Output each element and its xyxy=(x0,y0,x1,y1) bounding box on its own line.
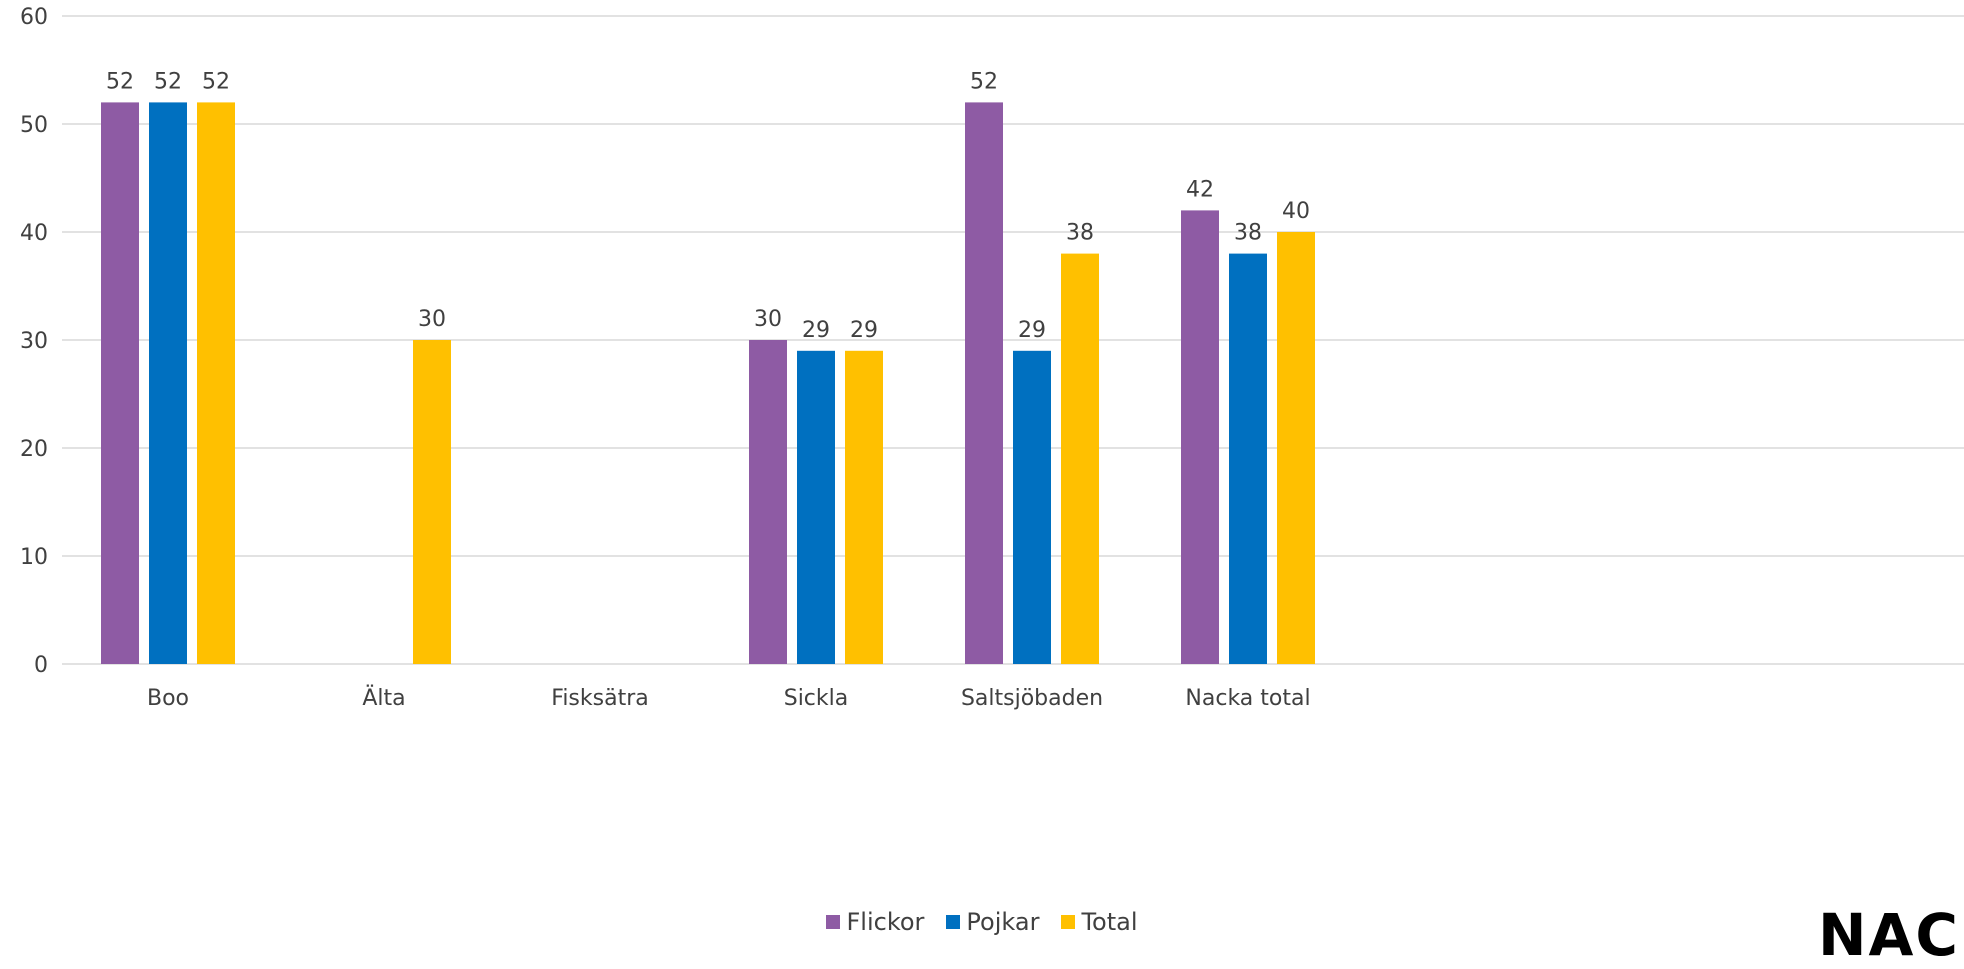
bar-total xyxy=(845,350,883,664)
y-tick-label: 30 xyxy=(20,329,48,354)
x-axis-ticks: Boo Älta Fisksätra Sickla Saltsjöbaden Nacka … xyxy=(147,685,1311,711)
bar-flickor xyxy=(749,340,787,664)
data-label: 38 xyxy=(1234,221,1262,246)
x-tick-label: Sickla xyxy=(784,686,849,711)
bar-total xyxy=(197,102,235,664)
bar-pojkar xyxy=(1229,253,1267,664)
legend-swatch xyxy=(946,915,961,929)
legend-swatch xyxy=(1061,915,1076,929)
nacka-logo: NACKA xyxy=(1818,901,1964,969)
data-label: 29 xyxy=(1018,318,1046,343)
legend-label: Pojkar xyxy=(966,908,1040,936)
y-tick-label: 0 xyxy=(34,653,48,678)
bar-total xyxy=(413,340,451,664)
x-tick-label: Nacka total xyxy=(1185,686,1310,711)
y-tick-label: 50 xyxy=(20,113,48,138)
bar-flickor xyxy=(101,102,139,664)
x-tick-label: Fisksätra xyxy=(551,686,648,711)
data-label: 52 xyxy=(106,69,134,94)
data-label: 52 xyxy=(154,69,182,94)
bar-chart: 0 10 20 30 40 50 60 52 52 52 30 30 29 29 52 29 38 42 38 40… xyxy=(20,5,1964,711)
legend-item-flickor: Flickor xyxy=(826,908,924,936)
data-labels: 52 52 52 30 30 29 29 52 29 38 42 38 40 xyxy=(106,69,1310,342)
legend-swatch xyxy=(826,915,841,929)
legend-label: Flickor xyxy=(846,908,925,936)
bars xyxy=(101,102,1315,664)
bar-flickor xyxy=(965,102,1003,664)
legend: Flickor Pojkar Total xyxy=(0,908,1964,936)
x-tick-label: Älta xyxy=(362,685,405,711)
y-tick-label: 40 xyxy=(20,221,48,246)
data-label: 52 xyxy=(970,69,998,94)
data-label: 38 xyxy=(1066,221,1094,246)
bar-flickor xyxy=(1181,210,1219,664)
x-tick-label: Boo xyxy=(147,686,189,711)
y-tick-label: 10 xyxy=(20,545,48,570)
legend-label: Total xyxy=(1081,908,1138,936)
legend-item-total: Total xyxy=(1061,908,1138,936)
bar-total xyxy=(1277,232,1315,664)
x-tick-label: Saltsjöbaden xyxy=(961,686,1103,711)
y-tick-label: 60 xyxy=(20,5,48,30)
bar-total xyxy=(1061,253,1099,664)
bar-pojkar xyxy=(149,102,187,664)
data-label: 42 xyxy=(1186,177,1214,202)
bar-pojkar xyxy=(797,350,835,664)
y-tick-label: 20 xyxy=(20,437,48,462)
data-label: 52 xyxy=(202,69,230,94)
data-label: 30 xyxy=(754,307,782,332)
legend-item-pojkar: Pojkar xyxy=(946,908,1039,936)
data-label: 29 xyxy=(850,318,878,343)
data-label: 40 xyxy=(1282,199,1310,224)
data-label: 30 xyxy=(418,307,446,332)
bar-pojkar xyxy=(1013,350,1051,664)
y-axis-ticks: 0 10 20 30 40 50 60 xyxy=(20,5,48,678)
data-label: 29 xyxy=(802,318,830,343)
